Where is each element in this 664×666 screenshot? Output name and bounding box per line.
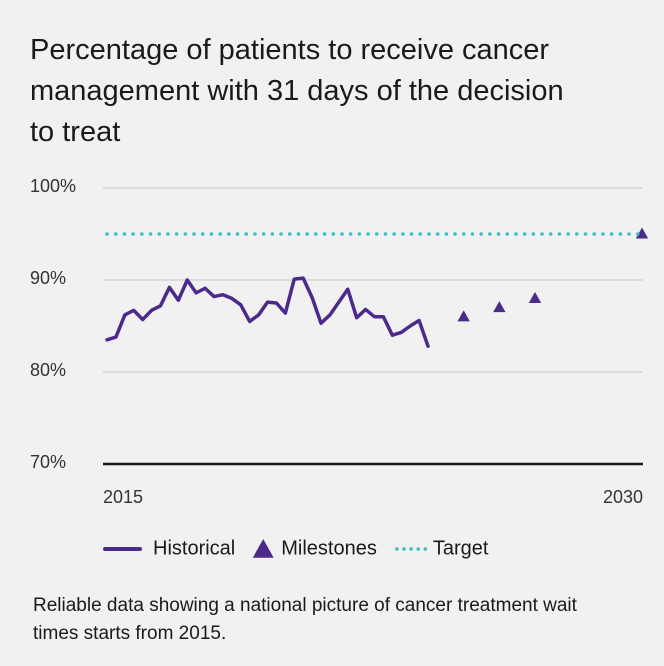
footnote: Reliable data showing a national picture… bbox=[33, 595, 577, 644]
milestone-marker bbox=[528, 291, 542, 303]
y-tick-label: 70% bbox=[30, 452, 66, 472]
milestone-marker bbox=[457, 310, 470, 322]
y-tick-label: 80% bbox=[30, 360, 66, 380]
milestone-marker bbox=[493, 301, 506, 313]
legend-label: Milestones bbox=[281, 537, 377, 559]
legend: Historical Milestones Target bbox=[103, 537, 489, 559]
milestone-marker bbox=[635, 227, 649, 239]
legend-label: Historical bbox=[153, 537, 235, 559]
x-tick-label: 2030 bbox=[603, 487, 643, 507]
chart-title: Percentage of patients to receive cancer… bbox=[30, 34, 564, 148]
chart: 70% 80% 90% 100% 2015 2030 Historical Milestone… bbox=[30, 176, 649, 559]
y-tick-label: 90% bbox=[30, 268, 66, 288]
legend-label: Target bbox=[433, 537, 489, 559]
x-tick-label: 2015 bbox=[103, 487, 143, 507]
y-tick-label: 100% bbox=[30, 176, 76, 196]
legend-swatch bbox=[252, 539, 274, 558]
historical-line bbox=[105, 276, 430, 348]
